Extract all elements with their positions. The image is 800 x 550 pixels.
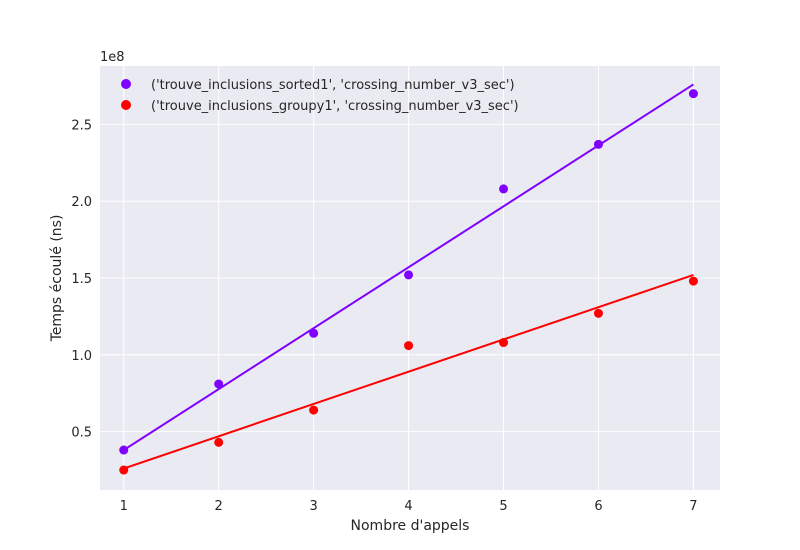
data-point-series-2 bbox=[499, 338, 509, 348]
x-tick-label: 2 bbox=[215, 499, 223, 514]
y-axis-title: Temps écoulé (ns) bbox=[49, 215, 65, 343]
y-offset-label: 1e8 bbox=[100, 50, 125, 65]
data-point-series-1 bbox=[593, 139, 603, 149]
fit-line-series-2 bbox=[123, 273, 694, 470]
legend-marker-series-2 bbox=[121, 100, 131, 110]
data-point-series-1 bbox=[404, 270, 414, 280]
data-point-series-2 bbox=[593, 308, 603, 318]
data-point-series-1 bbox=[119, 445, 129, 455]
data-point-series-1 bbox=[214, 379, 224, 389]
y-tick-label: 2.0 bbox=[71, 195, 92, 210]
legend-label-series-2: ('trouve_inclusions_groupy1', 'crossing_… bbox=[151, 99, 519, 114]
data-point-series-2 bbox=[404, 341, 414, 351]
x-tick-label: 3 bbox=[309, 499, 317, 514]
y-tick-label: 1.0 bbox=[71, 349, 92, 364]
data-point-series-2 bbox=[688, 276, 698, 286]
y-tick-label: 1.5 bbox=[71, 272, 92, 287]
legend-label-series-1: ('trouve_inclusions_sorted1', 'crossing_… bbox=[151, 78, 515, 93]
data-points bbox=[119, 89, 698, 475]
data-point-series-1 bbox=[688, 89, 698, 99]
x-tick-label: 7 bbox=[689, 499, 697, 514]
x-tick-label: 4 bbox=[404, 499, 412, 514]
data-point-series-2 bbox=[214, 437, 224, 447]
data-point-series-1 bbox=[309, 328, 319, 338]
x-tick-labels: 1 2 3 4 5 6 7 bbox=[120, 499, 698, 514]
y-tick-label: 0.5 bbox=[71, 426, 92, 441]
legend-marker-series-1 bbox=[121, 79, 131, 89]
data-point-series-1 bbox=[499, 184, 509, 194]
data-point-series-2 bbox=[309, 405, 319, 415]
x-tick-label: 5 bbox=[499, 499, 507, 514]
x-tick-label: 1 bbox=[120, 499, 128, 514]
x-axis-title: Nombre d'appels bbox=[351, 518, 470, 534]
y-tick-labels: 0.5 1.0 1.5 2.0 2.5 bbox=[71, 118, 92, 440]
legend: ('trouve_inclusions_sorted1', 'crossing_… bbox=[121, 78, 519, 114]
y-tick-label: 2.5 bbox=[71, 118, 92, 133]
x-tick-label: 6 bbox=[594, 499, 602, 514]
data-point-series-2 bbox=[119, 465, 129, 475]
